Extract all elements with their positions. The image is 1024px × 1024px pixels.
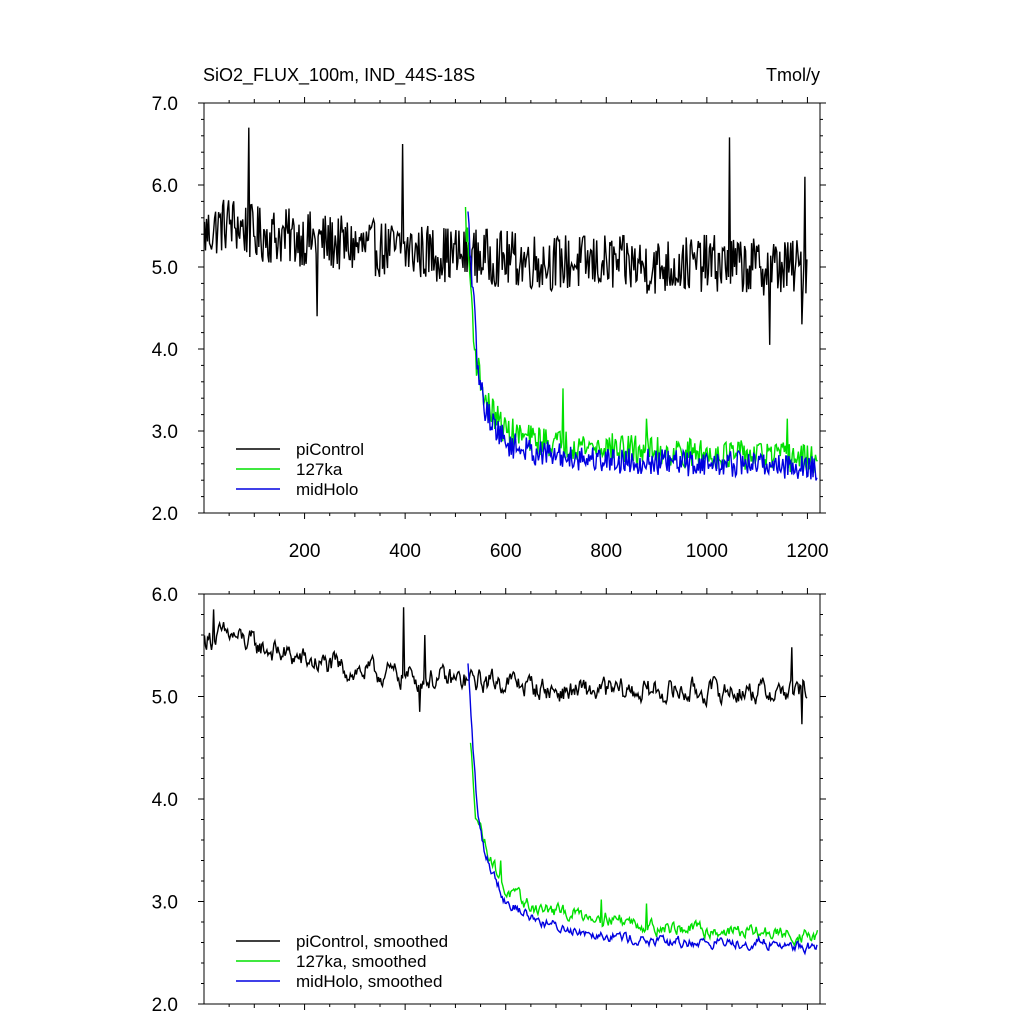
y-tick-label: 3.0 (152, 893, 178, 914)
series-line-127ka (464, 206, 818, 474)
y-tick-label: 4.0 (152, 340, 178, 361)
x-tick-label: 1000 (686, 541, 728, 562)
y-tick-label: 6.0 (152, 585, 178, 606)
legend-label: midHolo, smoothed (296, 972, 442, 991)
legend-label: 127ka (296, 460, 343, 479)
legend-label: midHolo (296, 480, 358, 499)
x-tick-label: 200 (289, 541, 321, 562)
top-panel: SiO2_FLUX_100m, IND_44S-18S Tmol/y 2.0 3.… (152, 65, 829, 562)
x-tick-label: 400 (389, 541, 421, 562)
x-tick-label: 1200 (786, 541, 828, 562)
plot-frame (203, 102, 821, 514)
series-line-picontrol (204, 127, 808, 345)
x-tick-label: 600 (490, 541, 522, 562)
y-tick-label: 3.0 (152, 422, 178, 443)
bottom-panel: 2.0 3.0 4.0 5.0 6.0 piControl, smoothed127ka,… (152, 585, 826, 1016)
series-line-127ka-smoothed (469, 742, 819, 948)
series-line-picontrol-smoothed (204, 607, 808, 725)
y-tick-label: 5.0 (152, 688, 178, 709)
y-tick-label: 7.0 (152, 94, 178, 115)
y-tick-label: 2.0 (152, 504, 178, 525)
units-label: Tmol/y (766, 65, 820, 85)
legend-label: 127ka, smoothed (296, 952, 426, 971)
y-tick-label: 2.0 (152, 995, 178, 1016)
legend-label: piControl (296, 440, 364, 459)
series-line-midholo-smoothed (467, 663, 818, 956)
y-tick-label: 5.0 (152, 258, 178, 279)
x-tick-label: 800 (590, 541, 622, 562)
series-line-midholo (467, 211, 818, 481)
y-tick-label: 6.0 (152, 176, 178, 197)
chart-title: SiO2_FLUX_100m, IND_44S-18S (203, 65, 475, 86)
y-tick-label: 4.0 (152, 790, 178, 811)
legend-label: piControl, smoothed (296, 932, 448, 951)
